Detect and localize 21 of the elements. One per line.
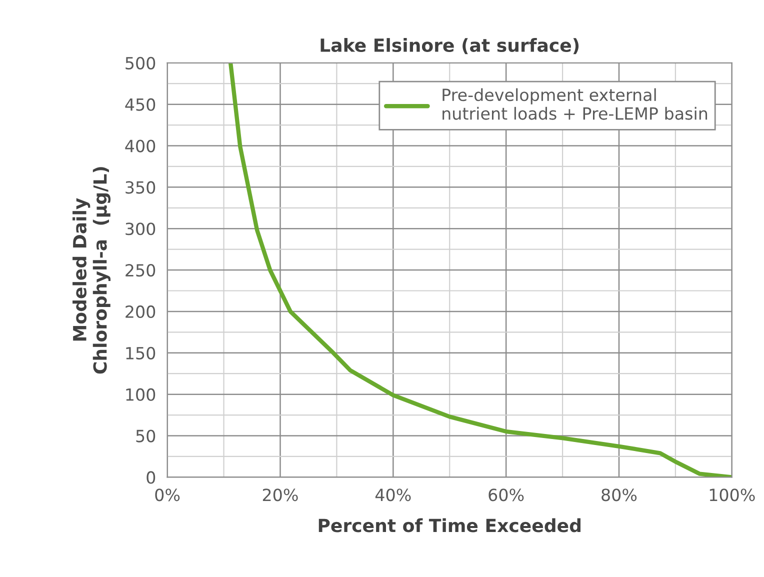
x-tick-label: 100% — [710, 488, 755, 502]
y-tick-label: 200 — [126, 305, 156, 318]
y-tick-label: 250 — [126, 264, 156, 277]
legend-label: Pre-development external nutrient loads + Pre-LEMP basin — [442, 88, 708, 120]
chart-title: Lake Elsinore (at surface) — [320, 38, 579, 54]
y-tick-label: 100 — [126, 388, 156, 401]
x-tick-label: 20% — [262, 488, 298, 502]
y-tick-label: 150 — [126, 346, 156, 360]
x-tick-label: 80% — [602, 488, 637, 502]
x-axis-title: Percent of Time Exceeded — [318, 518, 580, 532]
y-tick-label: 0 — [146, 471, 156, 484]
x-tick-label: 60% — [488, 488, 524, 502]
y-tick-label: 500 — [126, 56, 156, 70]
y-axis-title: Modeled Daily Chlorophyll-a (µg/L) — [72, 167, 111, 374]
y-tick-label: 350 — [126, 181, 156, 194]
x-tick-label: 40% — [375, 488, 411, 502]
y-tick-label: 400 — [125, 140, 156, 152]
y-tick-label: 450 — [125, 98, 156, 111]
y-tick-label: 50 — [136, 430, 156, 442]
x-tick-label: 0% — [155, 488, 180, 502]
y-tick-label: 300 — [126, 222, 156, 236]
